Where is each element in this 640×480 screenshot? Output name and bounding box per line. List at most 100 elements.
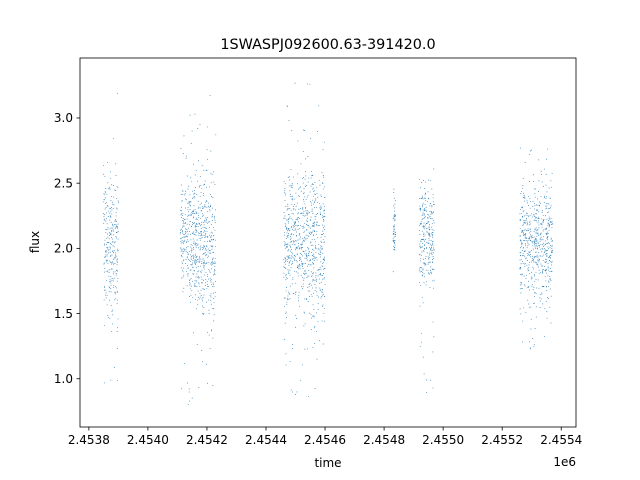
data-point [187, 253, 189, 255]
data-point [425, 206, 427, 208]
data-point [549, 224, 551, 226]
data-point [184, 190, 186, 192]
data-point [433, 203, 434, 205]
data-point [193, 231, 195, 233]
data-point [296, 253, 298, 255]
data-point [297, 267, 298, 269]
data-point [322, 233, 324, 234]
data-point [212, 337, 214, 339]
x-tick-label: 2.4550 [422, 433, 464, 447]
data-point [425, 209, 427, 211]
data-point [196, 194, 198, 196]
data-point [115, 273, 117, 275]
data-point [531, 249, 533, 251]
data-point [303, 227, 305, 229]
data-point [314, 218, 316, 220]
data-point [541, 239, 543, 241]
data-point [105, 254, 107, 256]
data-point [286, 236, 288, 237]
data-point [211, 248, 213, 250]
data-point [525, 244, 526, 246]
data-point [205, 217, 207, 219]
data-point [539, 255, 541, 257]
data-point [200, 248, 201, 250]
data-point [320, 261, 322, 263]
data-point [538, 191, 539, 192]
data-point [526, 241, 528, 243]
data-point [421, 296, 423, 298]
data-point [191, 262, 193, 264]
data-point [530, 261, 532, 263]
data-point [109, 269, 111, 271]
data-point [285, 277, 287, 279]
data-point [197, 244, 198, 246]
data-point [293, 257, 295, 259]
data-point [392, 238, 394, 240]
data-point [538, 261, 540, 263]
data-point [190, 264, 192, 266]
data-point [531, 237, 532, 239]
data-point [531, 277, 533, 279]
data-point [526, 224, 528, 226]
data-point [311, 170, 313, 172]
data-point [295, 271, 297, 273]
data-point [538, 287, 540, 289]
data-point [308, 231, 310, 233]
data-point [288, 185, 290, 187]
data-point [192, 247, 194, 248]
data-point [194, 174, 196, 176]
data-point [107, 316, 109, 318]
data-point [546, 231, 548, 233]
data-point [214, 261, 216, 263]
data-point [524, 262, 526, 264]
data-point [190, 143, 192, 145]
data-point [320, 194, 322, 196]
data-point [199, 223, 201, 224]
data-point [184, 193, 186, 195]
data-point [426, 281, 428, 283]
data-point [188, 391, 190, 393]
data-point [529, 222, 530, 224]
data-point [110, 288, 112, 289]
data-point [200, 246, 202, 248]
data-point [324, 307, 325, 309]
data-point [392, 240, 394, 242]
data-point [182, 252, 184, 254]
data-point [548, 187, 550, 189]
data-point [322, 224, 324, 226]
data-point [520, 284, 521, 286]
data-point [305, 272, 307, 274]
data-point [528, 195, 530, 197]
data-point [526, 212, 527, 214]
data-point [312, 272, 314, 274]
data-point [532, 289, 534, 291]
data-point [199, 265, 201, 267]
data-point [206, 254, 208, 256]
data-point [427, 232, 429, 234]
data-point [313, 257, 315, 259]
data-point [285, 238, 287, 239]
data-point [109, 246, 111, 248]
data-point [295, 219, 297, 221]
data-point [204, 204, 206, 206]
data-point [319, 256, 321, 258]
data-point [536, 287, 538, 289]
data-point [292, 208, 294, 210]
data-point [208, 309, 210, 311]
data-point [288, 179, 290, 181]
data-point [308, 286, 310, 288]
data-point [550, 280, 552, 282]
data-point [433, 252, 435, 254]
data-point [296, 202, 298, 204]
data-point [307, 214, 309, 216]
data-point [306, 348, 308, 350]
data-point [285, 258, 287, 260]
data-point [212, 263, 214, 265]
data-point [422, 356, 424, 358]
data-point [212, 213, 213, 215]
data-point [206, 245, 208, 247]
data-point [548, 226, 550, 228]
data-point [290, 250, 292, 252]
data-point [115, 274, 117, 276]
data-point [527, 223, 528, 225]
